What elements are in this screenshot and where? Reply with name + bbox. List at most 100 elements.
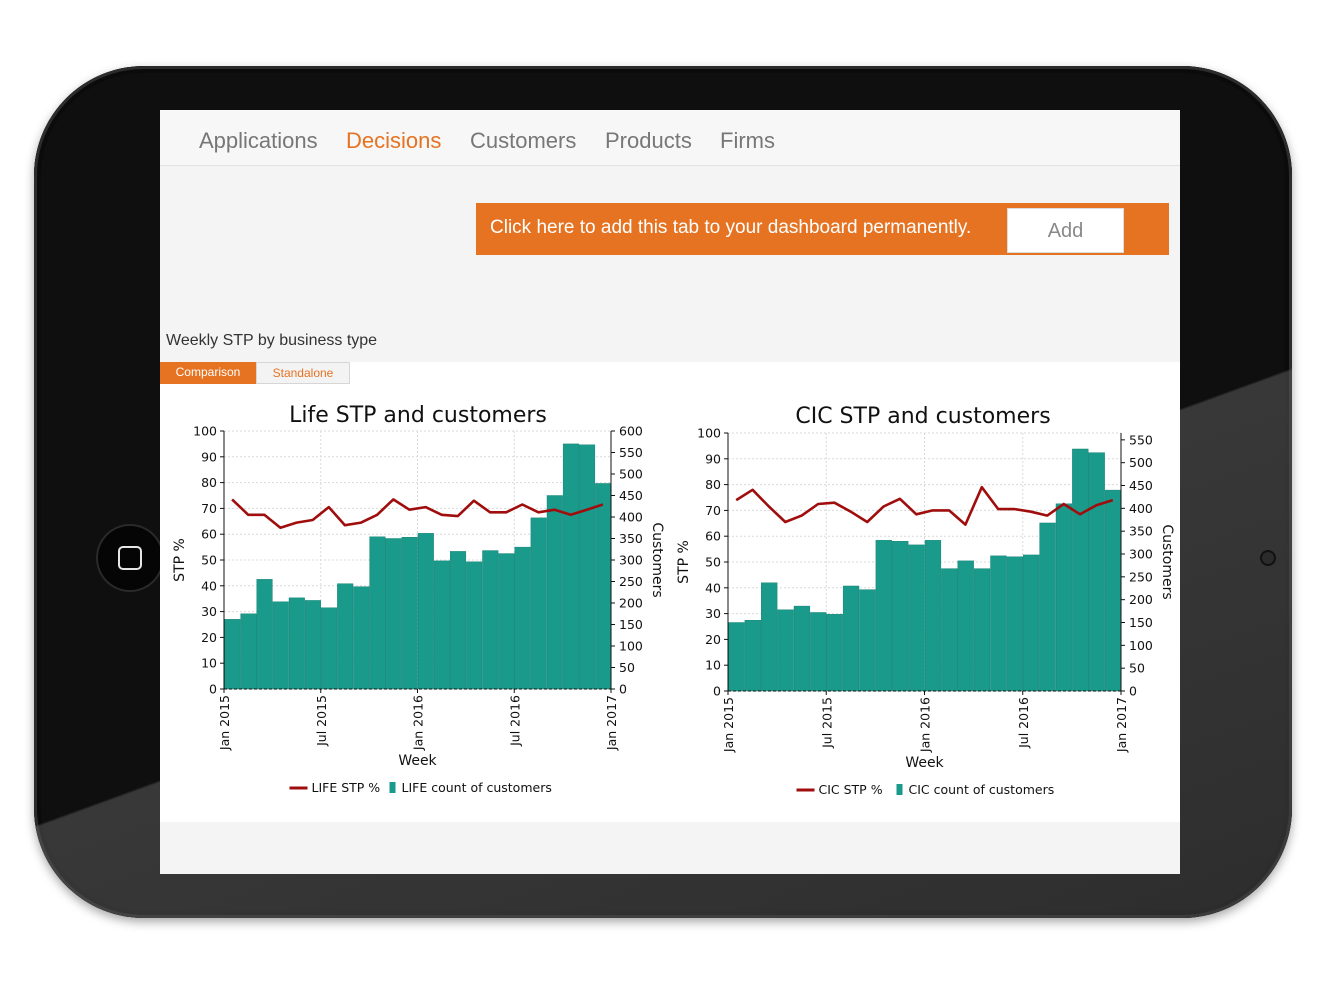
life-chart-title: Life STP and customers <box>289 403 547 428</box>
life-ytick-label-2: 20 <box>201 630 217 645</box>
cic-xtick-label-1: Jul 2015 <box>819 697 834 749</box>
cic-y2tick-label-1: 50 <box>1129 661 1145 676</box>
cic-x-axis-label: Week <box>905 755 944 771</box>
cic-legend-bar-swatch <box>896 784 903 795</box>
life-chart: 0 10 20 30 40 50 60 70 80 90 100 0 50 100 150 200 250 300… <box>172 403 665 795</box>
life-y2tick-label-2: 100 <box>619 639 643 654</box>
cic-y2tick-label-2: 100 <box>1129 638 1153 653</box>
life-y2tick-label-7: 350 <box>619 531 643 546</box>
camera-icon <box>1262 552 1274 564</box>
cic-y2-axis-label: Customers <box>1159 524 1175 599</box>
life-y2tick-label-11: 550 <box>619 445 643 460</box>
cic-bar-20 <box>1055 503 1073 692</box>
life-bar-0 <box>224 619 241 690</box>
tab-standalone[interactable]: Standalone <box>256 362 350 384</box>
life-bar-18 <box>514 546 531 690</box>
life-legend-bar-label: LIFE count of customers <box>402 780 552 795</box>
life-ytick-label-8: 80 <box>201 475 217 490</box>
life-legend-line-label: LIFE STP % <box>312 780 381 795</box>
life-y2tick-label-8: 400 <box>619 510 643 525</box>
cic-bar-6 <box>826 614 843 692</box>
top-nav: Applications Decisions Customers Product… <box>160 110 1180 166</box>
cic-bar-12 <box>924 540 942 692</box>
life-ytick-label-10: 100 <box>193 424 217 439</box>
cic-xtick-label-3: Jul 2016 <box>1016 697 1031 749</box>
life-bar-19 <box>530 517 547 690</box>
life-bar-22 <box>579 444 596 690</box>
life-y2tick-label-12: 600 <box>619 424 643 439</box>
add-button[interactable]: Add <box>1007 208 1124 253</box>
life-y2tick-label-3: 150 <box>619 617 643 632</box>
life-bar-13 <box>433 560 450 690</box>
life-bar-8 <box>353 586 370 690</box>
cic-bar-11 <box>908 544 925 692</box>
life-bar-16 <box>482 550 499 690</box>
life-bar-1 <box>240 613 257 690</box>
cic-y2tick-label-3: 150 <box>1129 615 1153 630</box>
cic-bar-13 <box>941 568 958 692</box>
home-button[interactable] <box>98 526 162 590</box>
life-bar-2 <box>256 579 273 690</box>
nav-applications[interactable]: Applications <box>199 128 318 153</box>
life-ytick-label-5: 50 <box>201 553 217 568</box>
life-y2tick-label-5: 250 <box>619 574 643 589</box>
banner-text: Click here to add this tab to your dashb… <box>490 217 972 238</box>
life-ytick-label-6: 60 <box>201 527 217 542</box>
life-stp-line <box>231 498 604 530</box>
nav-products[interactable]: Products <box>605 128 692 153</box>
cic-y2tick-label-0: 0 <box>1129 684 1137 699</box>
life-bar-20 <box>546 495 563 690</box>
cic-ytick-label-4: 40 <box>705 580 721 595</box>
life-bar-9 <box>369 536 386 690</box>
cic-y2tick-label-6: 300 <box>1129 547 1153 562</box>
cic-bar-0 <box>728 622 745 692</box>
life-bar-4 <box>288 597 305 690</box>
cic-y-axis-label: STP % <box>676 540 692 584</box>
cic-y2tick-label-10: 500 <box>1129 455 1153 470</box>
section-title: Weekly STP by business type <box>166 332 378 349</box>
life-xtick-label-4: Jan 2017 <box>604 695 619 751</box>
life-ytick-label-4: 40 <box>201 578 217 593</box>
nav-decisions[interactable]: Decisions <box>346 128 442 153</box>
cic-bar-7 <box>842 585 860 692</box>
cic-ytick-label-8: 80 <box>705 477 721 492</box>
tab-comparison[interactable]: Comparison <box>160 362 256 384</box>
life-bar-11 <box>401 537 418 690</box>
life-ytick-label-0: 0 <box>209 682 217 697</box>
cic-bar-2 <box>761 582 778 692</box>
cic-bar-10 <box>892 541 909 692</box>
cic-bar-17 <box>1006 556 1023 692</box>
cic-bar-19 <box>1039 522 1056 692</box>
nav-customers[interactable]: Customers <box>470 128 577 153</box>
cic-ytick-label-0: 0 <box>713 684 721 699</box>
cic-bar-23 <box>1104 489 1122 692</box>
cic-y2tick-label-9: 450 <box>1129 478 1153 493</box>
life-y2tick-label-1: 50 <box>619 660 635 675</box>
life-bar-3 <box>272 601 289 690</box>
nav-firms[interactable]: Firms <box>720 128 775 153</box>
cic-stp-line <box>735 485 1114 526</box>
cic-bar-3 <box>777 609 794 692</box>
cic-xtick-label-0: Jan 2015 <box>721 697 736 753</box>
life-x-axis-label: Week <box>398 753 437 769</box>
cic-bar-4 <box>793 605 811 692</box>
life-bar-15 <box>466 561 483 690</box>
cic-y2tick-label-4: 200 <box>1129 592 1153 607</box>
cic-ytick-label-5: 50 <box>705 555 721 570</box>
life-xtick-label-3: Jul 2016 <box>507 695 522 747</box>
life-y2tick-label-9: 450 <box>619 488 643 503</box>
cic-y2tick-label-7: 350 <box>1129 524 1153 539</box>
cic-bar-21 <box>1072 448 1089 692</box>
life-ytick-label-1: 10 <box>201 656 217 671</box>
life-bar-17 <box>498 553 515 690</box>
cic-chart-title: CIC STP and customers <box>795 404 1050 429</box>
life-bar-6 <box>321 607 338 690</box>
cic-bar-22 <box>1088 452 1105 692</box>
life-xtick-label-2: Jan 2016 <box>411 695 426 751</box>
cic-bar-1 <box>744 620 761 692</box>
life-ytick-label-7: 70 <box>201 501 217 516</box>
life-bar-10 <box>385 538 402 690</box>
life-y2tick-label-4: 200 <box>619 596 643 611</box>
cic-ytick-label-1: 10 <box>705 658 721 673</box>
life-bar-23 <box>595 483 612 690</box>
